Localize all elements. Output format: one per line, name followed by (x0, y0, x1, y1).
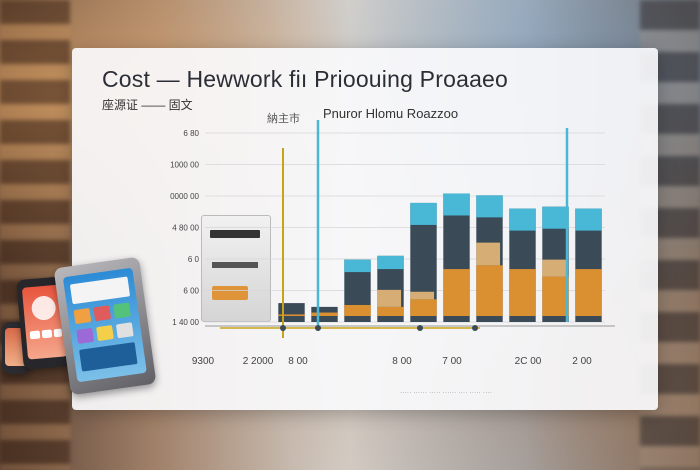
bar-light-segment (410, 291, 435, 300)
phone-large-icon (53, 256, 157, 396)
x-tick-label: 9300 (192, 356, 215, 367)
footer-note: ····· ······ ····· ······ ···· ····· ···… (400, 390, 493, 396)
bar-orange-segment (509, 269, 536, 316)
printer-illustration (201, 215, 271, 322)
bar-orange-segment (278, 314, 305, 316)
y-tick-label: 6 80 (183, 129, 199, 138)
x-tick-label: 2 2000 (243, 356, 274, 367)
bar-orange-segment (410, 299, 437, 316)
background-shelves-left (0, 0, 70, 470)
plot-label-left: 納主市 (267, 113, 300, 125)
bar-cap (476, 195, 503, 218)
bar-orange-segment (476, 265, 503, 316)
baseline-marker (417, 325, 423, 331)
bar-cap (443, 193, 470, 216)
bar-orange-segment (443, 269, 470, 316)
bar-orange-segment (377, 306, 404, 316)
chart-bars (278, 193, 602, 322)
baseline-marker (280, 325, 286, 331)
x-tick-label: 7 00 (442, 356, 462, 367)
baseline-marker (315, 325, 321, 331)
bar-orange-segment (575, 269, 602, 316)
printer-slot (210, 230, 260, 238)
x-axis-ticks: 9300 2 2000 8 00 8 00 7 00 2C 00 2 00 (192, 356, 592, 367)
page-title: Cost — Hewwork fiı Prioouing Proaaeo (102, 66, 509, 92)
y-tick-label: 1000 00 (170, 161, 199, 170)
baseline-marker (472, 325, 478, 331)
bar-orange-segment (542, 276, 569, 316)
bar (278, 303, 305, 322)
bar-cap (344, 259, 371, 273)
y-tick-label: 1 40 00 (172, 318, 199, 327)
y-tick-label: 0000 00 (170, 192, 199, 201)
x-tick-label: 8 00 (392, 356, 412, 367)
x-tick-label: 2 00 (572, 356, 592, 367)
chart-decor (220, 120, 569, 338)
bar-light-segment (476, 242, 501, 266)
bar-cap (377, 255, 404, 270)
printer-paper (212, 286, 248, 300)
chart-grid (205, 132, 615, 327)
x-tick-label: 2C 00 (515, 356, 542, 367)
page-subtitle: 座源证 —— 固文 (102, 98, 193, 112)
y-tick-label: 6 00 (183, 287, 199, 296)
plot-title: Pnuror Hlomu Roazzoo (323, 106, 459, 121)
y-tick-label: 6 0 (188, 255, 200, 264)
y-axis-ticks: 6 80 1000 00 0000 00 4 80 00 6 0 6 00 1 40 00 (170, 129, 199, 327)
bar-cap (509, 208, 536, 231)
printer-panel (212, 262, 258, 268)
y-tick-label: 4 80 00 (172, 224, 199, 233)
bar-orange-segment (311, 312, 338, 316)
bar-light-segment (377, 289, 402, 307)
bar-light-segment (542, 259, 567, 277)
bar-cap (542, 206, 569, 229)
bar-cap (410, 202, 437, 225)
x-tick-label: 8 00 (288, 356, 308, 367)
bar-cap (575, 208, 602, 231)
bar-orange-segment (344, 304, 371, 316)
